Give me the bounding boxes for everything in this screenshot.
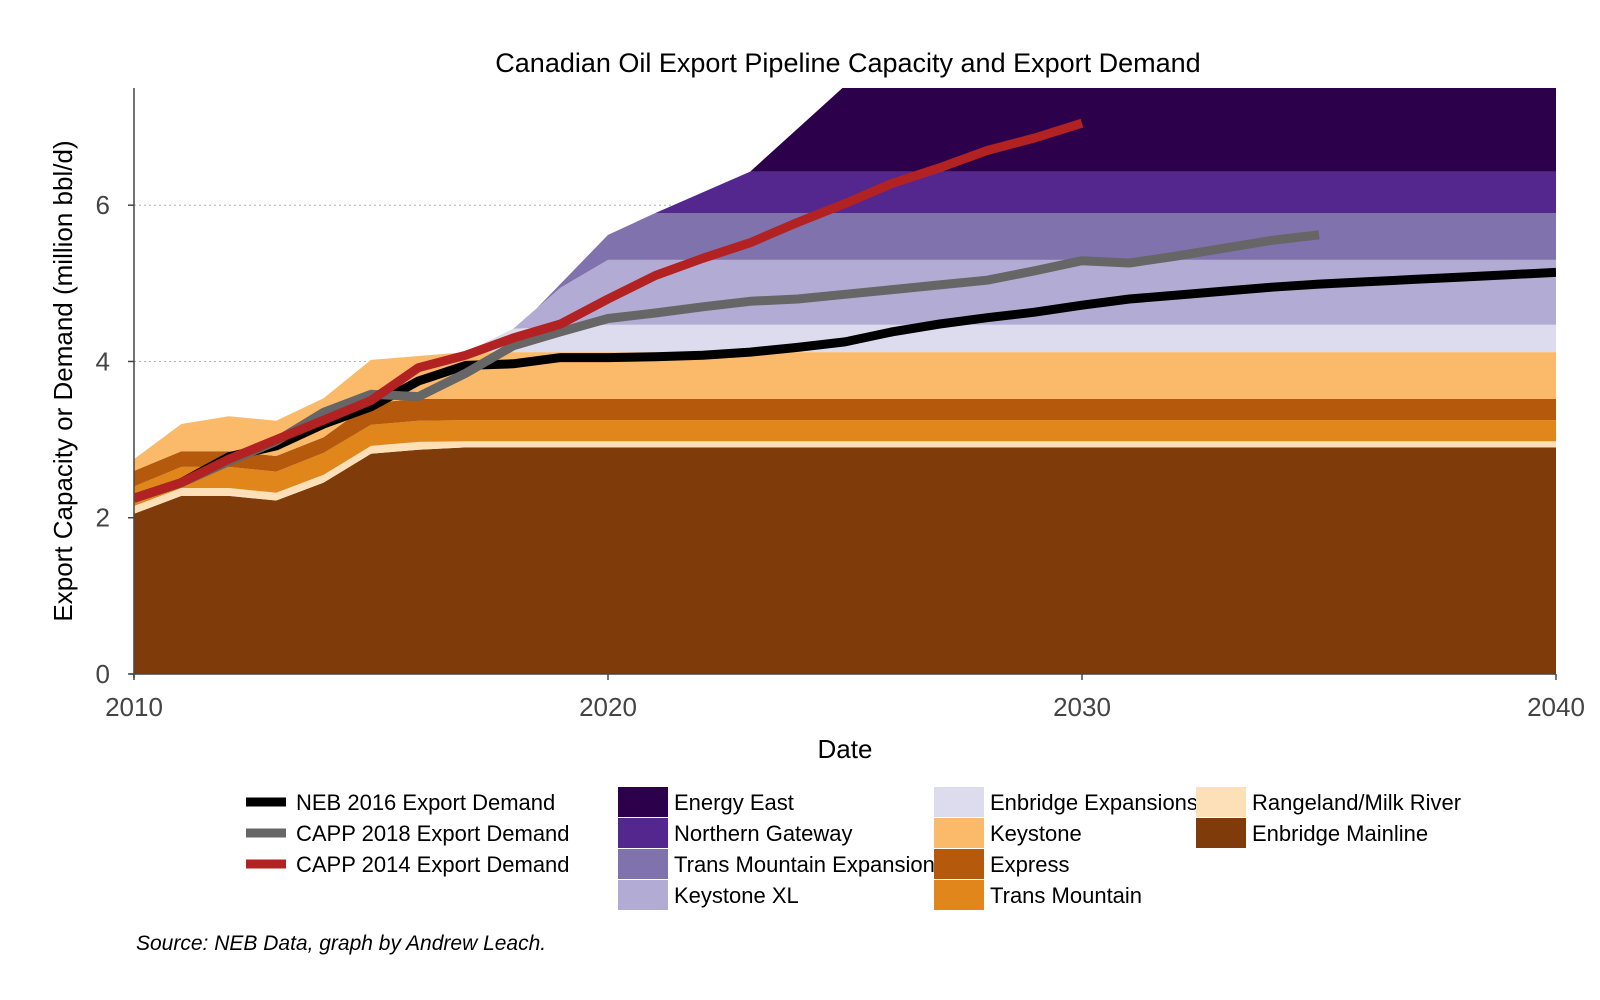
x-axis-label: Date xyxy=(818,734,873,764)
legend-label-energy-east: Energy East xyxy=(674,790,794,815)
legend-label-trans-mountain: Trans Mountain xyxy=(990,883,1142,908)
area-enbridge-mainline xyxy=(134,447,1556,674)
legend-label-express: Express xyxy=(990,852,1069,877)
x-tick-label: 2030 xyxy=(1053,692,1111,722)
line-neb-2016-export-demand xyxy=(134,267,1556,503)
legend-label-neb-2016-export-demand: NEB 2016 Export Demand xyxy=(296,790,555,815)
area-trans-mountain-expansion xyxy=(134,213,1556,460)
legend: NEB 2016 Export Demand CAPP 2018 Export D… xyxy=(246,787,1461,910)
y-tick-label: 4 xyxy=(96,346,110,376)
legend-label-enbridge-expansions: Enbridge Expansions xyxy=(990,790,1198,815)
y-axis-label: Export Capacity or Demand (million bbl/d… xyxy=(48,140,78,621)
capacity-areas xyxy=(134,88,1556,674)
legend-swatch-rangeland-milk-river xyxy=(1196,787,1246,817)
legend-swatch-northern-gateway xyxy=(618,818,668,848)
x-tick-label: 2010 xyxy=(105,692,163,722)
y-tick-label: 2 xyxy=(96,503,110,533)
area-enbridge-expansions xyxy=(134,324,1556,460)
legend-label-keystone-xl: Keystone XL xyxy=(674,883,799,908)
legend-swatch-trans-mountain-expansion xyxy=(618,849,668,879)
line-capp-2018-export-demand xyxy=(134,230,1320,503)
area-express xyxy=(134,399,1556,487)
x-tick-label: 2040 xyxy=(1527,692,1585,722)
legend-swatch-express xyxy=(934,849,984,879)
legend-swatch-trans-mountain xyxy=(934,880,984,910)
line-capp-2014-export-demand xyxy=(134,118,1084,503)
legend-label-rangeland-milk-river: Rangeland/Milk River xyxy=(1252,790,1461,815)
area-energy-east xyxy=(134,88,1556,460)
y-tick-label: 6 xyxy=(96,190,110,220)
x-tick-label: 2020 xyxy=(579,692,637,722)
legend-swatch-keystone xyxy=(934,818,984,848)
legend-swatch-enbridge-expansions xyxy=(934,787,984,817)
legend-label-capp-2018-export-demand: CAPP 2018 Export Demand xyxy=(296,821,570,846)
legend-label-capp-2014-export-demand: CAPP 2014 Export Demand xyxy=(296,852,570,877)
chart-title: Canadian Oil Export Pipeline Capacity an… xyxy=(495,48,1200,78)
area-keystone-xl xyxy=(134,259,1556,460)
area-trans-mountain xyxy=(134,420,1556,506)
source-note: Source: NEB Data, graph by Andrew Leach. xyxy=(136,932,546,955)
area-keystone xyxy=(134,352,1556,471)
legend-label-enbridge-mainline: Enbridge Mainline xyxy=(1252,821,1428,846)
demand-lines xyxy=(134,118,1556,503)
legend-label-keystone: Keystone xyxy=(990,821,1082,846)
axes: 0 2 4 6 2010 2020 2030 2040 xyxy=(96,88,1585,722)
legend-label-trans-mountain-expansion: Trans Mountain Expansion xyxy=(674,852,935,877)
area-northern-gateway xyxy=(134,171,1556,460)
legend-swatch-energy-east xyxy=(618,787,668,817)
legend-label-northern-gateway: Northern Gateway xyxy=(674,821,853,846)
y-tick-label: 0 xyxy=(96,659,110,689)
legend-swatch-enbridge-mainline xyxy=(1196,818,1246,848)
legend-swatch-keystone-xl xyxy=(618,880,668,910)
